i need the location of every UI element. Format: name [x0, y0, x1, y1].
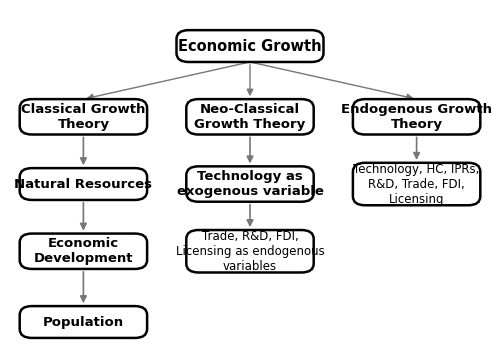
FancyBboxPatch shape [20, 234, 147, 269]
Text: Endogenous Growth
Theory: Endogenous Growth Theory [341, 103, 492, 131]
FancyBboxPatch shape [20, 99, 147, 135]
Text: Trade, R&D, FDI,
Licensing as endogenous
variables: Trade, R&D, FDI, Licensing as endogenous… [176, 230, 324, 273]
Text: Technology as
exogenous variable: Technology as exogenous variable [176, 170, 324, 198]
Text: Natural Resources: Natural Resources [14, 178, 152, 191]
FancyBboxPatch shape [353, 163, 480, 205]
FancyBboxPatch shape [186, 99, 314, 135]
Text: Population: Population [43, 316, 124, 329]
FancyBboxPatch shape [186, 230, 314, 273]
Text: Economic Growth: Economic Growth [178, 39, 322, 53]
FancyBboxPatch shape [20, 306, 147, 338]
Text: Technology, HC, IPRs,
R&D, Trade, FDI,
Licensing: Technology, HC, IPRs, R&D, Trade, FDI, L… [354, 162, 480, 205]
Text: Neo-Classical
Growth Theory: Neo-Classical Growth Theory [194, 103, 306, 131]
FancyBboxPatch shape [186, 166, 314, 202]
FancyBboxPatch shape [20, 168, 147, 200]
Text: Economic
Development: Economic Development [34, 237, 133, 265]
FancyBboxPatch shape [353, 99, 480, 135]
FancyBboxPatch shape [176, 30, 324, 62]
Text: Classical Growth
Theory: Classical Growth Theory [21, 103, 146, 131]
